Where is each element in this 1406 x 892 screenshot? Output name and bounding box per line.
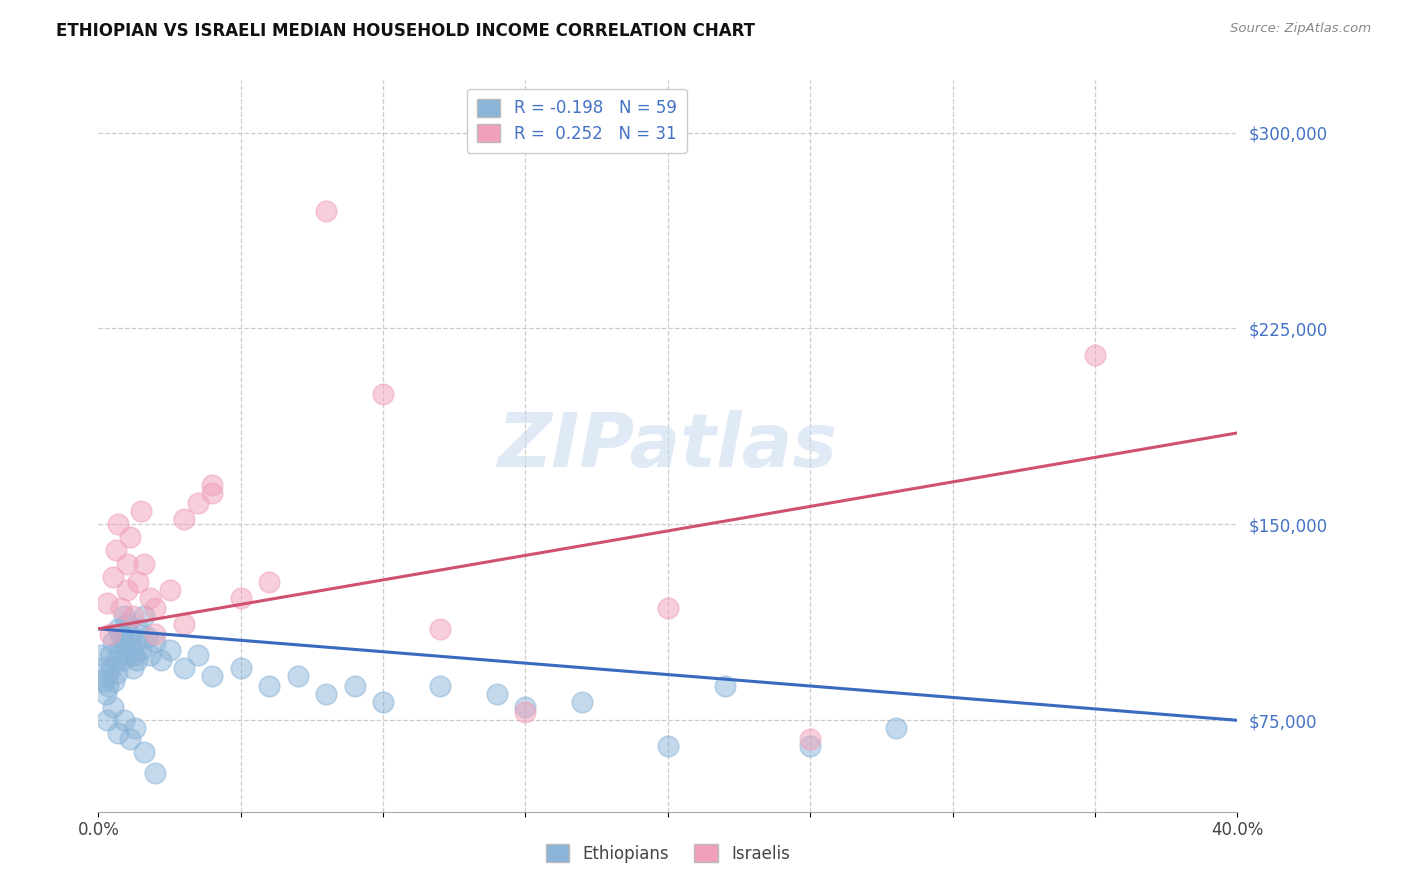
Point (118, 530, 141, 544)
Point (884, 721, 907, 735)
Point (799, 739, 821, 754)
Point (515, 700, 537, 714)
Point (107, 622, 129, 636)
Point (124, 721, 146, 735)
Point (118, 731, 141, 746)
Point (107, 726, 129, 740)
Point (145, 635, 167, 649)
Point (173, 661, 195, 675)
Point (714, 679, 737, 693)
Point (138, 648, 160, 662)
Point (259, 679, 281, 693)
Point (145, 601, 167, 615)
Point (135, 630, 157, 644)
Point (110, 601, 132, 615)
Point (112, 714, 135, 728)
Point (173, 512, 195, 526)
Point (105, 666, 128, 681)
Point (187, 648, 209, 662)
Point (657, 601, 679, 615)
Point (371, 695, 394, 709)
Point (101, 569, 124, 583)
Point (343, 679, 366, 693)
Point (150, 653, 173, 667)
Point (96, 714, 118, 728)
Point (127, 622, 149, 636)
Point (114, 635, 136, 649)
Point (90, 648, 112, 662)
Point (145, 627, 167, 641)
Point (486, 687, 509, 701)
Point (799, 731, 821, 746)
Point (101, 635, 124, 649)
Point (118, 627, 141, 641)
Point (121, 608, 143, 623)
Point (201, 478, 224, 492)
Point (132, 745, 155, 759)
Point (201, 669, 224, 683)
Point (125, 653, 148, 667)
Point (96, 669, 118, 683)
Point (100, 661, 122, 675)
Point (287, 669, 309, 683)
Point (104, 543, 127, 558)
Point (1084, 347, 1107, 362)
Point (115, 557, 138, 571)
Point (657, 739, 679, 754)
Point (129, 642, 152, 657)
Point (93, 674, 115, 689)
Point (94, 687, 117, 701)
Point (145, 765, 167, 780)
Point (121, 661, 143, 675)
Legend: Ethiopians, Israelis: Ethiopians, Israelis (540, 838, 796, 869)
Point (132, 557, 155, 571)
Point (108, 642, 131, 657)
Text: ZIPatlas: ZIPatlas (498, 409, 838, 483)
Point (115, 582, 138, 597)
Text: ETHIOPIAN VS ISRAELI MEDIAN HOUSEHOLD INCOME CORRELATION CHART: ETHIOPIAN VS ISRAELI MEDIAN HOUSEHOLD IN… (56, 22, 755, 40)
Point (111, 653, 134, 667)
Point (124, 635, 146, 649)
Point (117, 648, 139, 662)
Point (315, 203, 337, 218)
Point (571, 695, 593, 709)
Point (187, 496, 209, 510)
Point (159, 642, 181, 657)
Point (98, 627, 121, 641)
Point (132, 608, 155, 623)
Point (91, 661, 114, 675)
Point (229, 591, 252, 605)
Point (127, 574, 149, 589)
Point (201, 486, 224, 500)
Point (120, 640, 142, 655)
Point (110, 630, 132, 644)
Point (129, 504, 152, 518)
Point (96, 596, 118, 610)
Text: Source: ZipAtlas.com: Source: ZipAtlas.com (1230, 22, 1371, 36)
Point (371, 386, 394, 401)
Point (429, 679, 451, 693)
Point (122, 648, 145, 662)
Point (159, 582, 181, 597)
Point (104, 653, 127, 667)
Point (107, 517, 129, 532)
Point (115, 616, 138, 631)
Point (315, 687, 337, 701)
Point (101, 700, 124, 714)
Point (97, 679, 120, 693)
Point (429, 622, 451, 636)
Point (103, 674, 125, 689)
Point (112, 608, 135, 623)
Point (138, 591, 160, 605)
Point (259, 574, 281, 589)
Point (229, 661, 252, 675)
Point (515, 706, 537, 720)
Point (173, 616, 195, 631)
Point (98, 648, 121, 662)
